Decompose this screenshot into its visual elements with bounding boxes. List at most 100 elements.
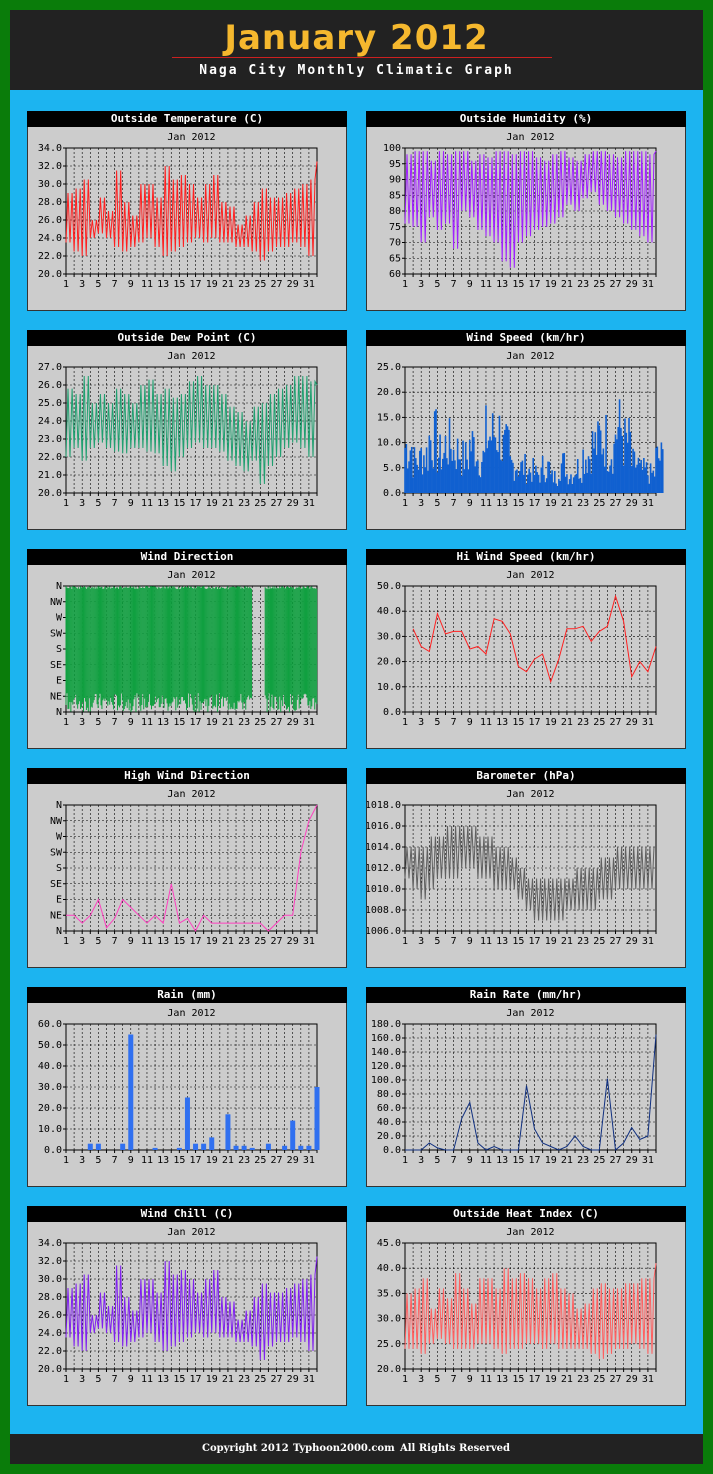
bar-mark [298, 1145, 304, 1150]
y-tick-label: 40.0 [38, 1061, 62, 1072]
x-tick-label: 25 [254, 1374, 266, 1385]
x-tick-label: 17 [529, 1155, 541, 1166]
x-tick-label: 1 [402, 1155, 408, 1166]
x-tick-label: 17 [529, 717, 541, 728]
series-line-baro [404, 825, 656, 921]
chart-panel-baro: Barometer (hPa) Jan 2012 1006.0 1008.0 1010.… [366, 768, 686, 968]
x-tick-label: 23 [577, 498, 589, 509]
x-tick-label: 15 [173, 1374, 185, 1385]
bar-mark [290, 1120, 296, 1150]
x-tick-label: 7 [451, 279, 457, 290]
chart-title: Wind Direction [27, 549, 347, 565]
x-tick-label: 31 [642, 279, 654, 290]
x-tick-label: 25 [254, 279, 266, 290]
x-tick-label: 19 [545, 279, 557, 290]
y-tick-label: 1010.0 [367, 884, 401, 895]
x-tick-label: 17 [190, 279, 202, 290]
bar-mark [265, 1143, 271, 1150]
header: January 2012 Naga City Monthly Climatic … [10, 10, 703, 90]
y-tick-label: 20.0 [38, 269, 62, 280]
y-tick-label: 20.0 [377, 657, 401, 668]
y-tick-label: 32.0 [38, 1256, 62, 1267]
chart-title: Wind Chill (C) [27, 1206, 347, 1222]
x-tick-label: 9 [128, 717, 134, 728]
x-tick-label: 1 [402, 279, 408, 290]
y-tick-label: NW [50, 597, 63, 608]
x-tick-label: 17 [190, 1374, 202, 1385]
y-tick-label: 30.0 [38, 179, 62, 190]
y-tick-label: 180.0 [371, 1019, 401, 1030]
x-tick-label: 25 [254, 936, 266, 947]
footer-site-link[interactable]: Typhoon2000.com [293, 1443, 395, 1454]
y-tick-label: 5.0 [383, 463, 401, 474]
chart-svg-chill: Jan 2012 20.0 22.0 24.0 26.0 28.0 30.0 32.0 34.0… [38, 1227, 318, 1385]
bar-mark [184, 1097, 190, 1150]
y-tick-label: 26.0 [38, 380, 62, 391]
bar-mark [176, 1147, 182, 1150]
x-tick-label: 17 [190, 1155, 202, 1166]
x-tick-label: 29 [626, 498, 638, 509]
x-tick-label: 13 [496, 717, 508, 728]
chart-subtitle: Jan 2012 [506, 570, 554, 581]
x-tick-label: 19 [545, 936, 557, 947]
x-tick-label: 15 [512, 1374, 524, 1385]
x-tick-label: 17 [529, 1374, 541, 1385]
y-tick-label: 65 [389, 253, 401, 264]
y-tick-label: 1012.0 [367, 863, 401, 874]
x-tick-label: 23 [238, 279, 250, 290]
x-tick-label: 1 [402, 498, 408, 509]
x-tick-label: 29 [287, 717, 299, 728]
x-tick-label: 13 [157, 1155, 169, 1166]
x-tick-label: 31 [642, 1155, 654, 1166]
y-tick-label: 0.0 [44, 1145, 62, 1156]
x-tick-label: 23 [238, 936, 250, 947]
y-tick-label: W [56, 832, 63, 843]
y-tick-label: 60.0 [38, 1019, 62, 1030]
chart-subtitle: Jan 2012 [167, 132, 215, 143]
y-tick-label: SE [50, 660, 62, 671]
y-tick-label: 34.0 [38, 143, 62, 154]
x-tick-label: 23 [577, 1155, 589, 1166]
x-tick-label: 29 [287, 498, 299, 509]
bar-mark [249, 1147, 255, 1150]
x-tick-label: 25 [254, 498, 266, 509]
y-tick-label: 24.0 [38, 1328, 62, 1339]
x-tick-label: 15 [512, 279, 524, 290]
x-tick-label: 21 [222, 279, 234, 290]
chart-panel-wdir: Wind Direction Jan 2012 N NE E SE S SW W NW N 1 3 5 7 9… [27, 549, 347, 749]
series-line-hum [404, 150, 657, 268]
series-line-temp [65, 161, 318, 261]
x-tick-label: 1 [402, 717, 408, 728]
y-tick-label: 0.0 [383, 707, 401, 718]
x-tick-label: 9 [467, 498, 473, 509]
x-tick-label: 17 [190, 717, 202, 728]
x-tick-label: 15 [173, 717, 185, 728]
chart-title: Rain Rate (mm/hr) [366, 987, 686, 1003]
footer-copyright: Copyright 2012 [202, 1443, 289, 1454]
y-tick-label: NE [50, 691, 62, 702]
x-tick-label: 9 [128, 1155, 134, 1166]
x-tick-label: 27 [609, 1374, 621, 1385]
bar-mark [87, 1143, 93, 1150]
y-tick-label: 1014.0 [367, 842, 401, 853]
y-tick-label: S [56, 863, 62, 874]
chart-subtitle: Jan 2012 [506, 1227, 554, 1238]
y-tick-label: 100.0 [371, 1075, 401, 1086]
x-tick-label: 13 [157, 279, 169, 290]
y-tick-label: 22.0 [38, 1346, 62, 1357]
x-tick-label: 7 [451, 1155, 457, 1166]
x-tick-label: 19 [206, 279, 218, 290]
x-tick-label: 11 [141, 279, 153, 290]
x-tick-label: 27 [270, 936, 282, 947]
chart-svg-dew: Jan 2012 20.0 21.0 22.0 23.0 24.0 25.0 26.0 27.0… [38, 351, 318, 509]
y-tick-label: 27.0 [38, 362, 62, 373]
x-tick-label: 21 [561, 1155, 573, 1166]
chart-panel-hiwdir: High Wind Direction Jan 2012 N NE E SE S SW W NW N… [27, 768, 347, 968]
x-tick-label: 19 [206, 936, 218, 947]
y-tick-label: 20.0 [377, 1364, 401, 1375]
series-line-dew [65, 375, 318, 485]
x-tick-label: 13 [496, 279, 508, 290]
x-tick-label: 31 [303, 1155, 315, 1166]
